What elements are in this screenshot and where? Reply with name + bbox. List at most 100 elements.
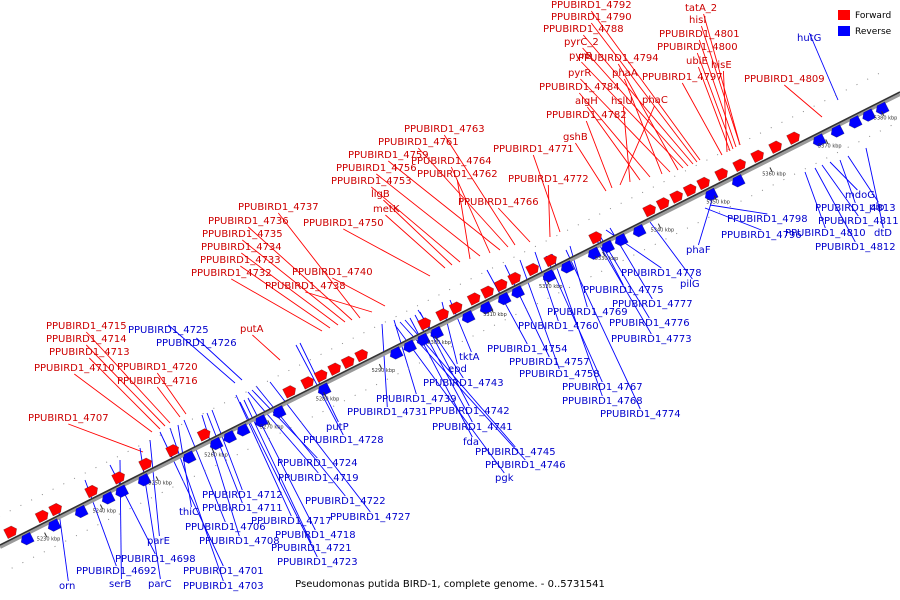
reverse-gene-label: PPUBIRD1_4706	[185, 522, 266, 533]
reverse-gene-label: serB	[109, 579, 131, 590]
scale-tick-label: 5240 kbp	[93, 509, 117, 515]
forward-gene-arrow	[750, 149, 764, 164]
reverse-gene-label: PPUBIRD1_4776	[609, 318, 690, 329]
forward-gene-leader-line	[240, 265, 331, 329]
scale-tick-mark	[602, 251, 606, 257]
reverse-gene-leader-line	[195, 337, 243, 381]
reverse-gene-label: PPUBIRD1_4769	[547, 307, 628, 318]
forward-gene-arrow	[493, 278, 508, 293]
reverse-gene-arrow	[812, 133, 827, 147]
forward-gene-label: PPUBIRD1_4756	[336, 163, 417, 174]
forward-gene-arrow	[682, 183, 697, 198]
reverse-gene-label: PPUBIRD1_4798	[727, 214, 808, 225]
reverse-gene-label: pilG	[680, 279, 700, 290]
forward-gene-label: PPUBIRD1_4762	[417, 169, 498, 180]
forward-gene-leader-line	[703, 13, 741, 146]
scale-tick-label: 5230 kbp	[37, 537, 61, 543]
forward-gene-label: PPUBIRD1_4771	[493, 144, 574, 155]
reverse-gene-arrow	[830, 124, 845, 138]
forward-gene-leader-line	[722, 70, 728, 153]
forward-gene-leader-line	[247, 226, 353, 321]
forward-gene-label: PPUBIRD1_4738	[265, 281, 346, 292]
forward-gene-label: PPUBIRD1_4792	[551, 0, 632, 11]
forward-gene-label: gshB	[563, 132, 588, 143]
scale-tick-label: 5360 kbp	[762, 172, 786, 178]
legend-forward-swatch	[838, 10, 850, 20]
reverse-gene-leader-line	[519, 259, 560, 370]
reverse-gene-arrow	[497, 291, 512, 306]
forward-gene-label: phaC	[642, 95, 668, 106]
scale-tick-label: 5280 kbp	[316, 396, 340, 402]
reverse-gene-arrow	[731, 174, 746, 188]
reverse-gene-arrow	[862, 108, 877, 122]
forward-gene-label: PPUBIRD1_4800	[657, 42, 738, 53]
forward-gene-label: phaA	[612, 68, 638, 79]
scale-tick-mark	[825, 139, 829, 145]
forward-gene-arrow	[3, 525, 17, 540]
scale-tick-label: 5300 kbp	[427, 340, 451, 346]
legend-reverse-swatch	[838, 26, 850, 36]
forward-gene-leader-line	[585, 120, 613, 189]
forward-gene-leader-line	[547, 184, 551, 238]
scale-tick-label: 5290 kbp	[372, 368, 396, 374]
scale-tick-label: 5370 kbp	[818, 143, 842, 149]
reverse-gene-leader-line	[168, 324, 236, 384]
forward-gene-leader-line	[68, 423, 144, 453]
backbone-shadow	[0, 92, 900, 549]
forward-gene-arrow	[435, 308, 449, 322]
forward-gene-leader-line	[622, 106, 631, 183]
forward-gene-leader-line	[590, 10, 701, 161]
forward-gene-arrow	[588, 231, 602, 245]
reverse-gene-leader-line	[709, 204, 768, 215]
scale-tick-mark	[657, 223, 662, 229]
reverse-gene-leader-line	[829, 161, 858, 191]
reverse-gene-label: thiC	[179, 507, 199, 518]
reverse-gene-arrow	[511, 285, 526, 299]
forward-gene-label: PPUBIRD1_4715	[46, 321, 127, 332]
scale-tick-label: 5330 kbp	[595, 256, 619, 262]
reverse-gene-label: PPUBIRD1_4777	[612, 299, 693, 310]
reverse-gene-leader-line	[697, 199, 713, 246]
reverse-gene-leader-line	[595, 232, 624, 286]
reverse-gene-label: PPUBIRD1_4758	[519, 369, 600, 380]
forward-gene-leader-line	[578, 92, 651, 178]
forward-gene-leader-line	[700, 25, 741, 146]
forward-gene-label: ligB	[371, 189, 390, 200]
forward-gene-label: PPUBIRD1_4784	[539, 82, 620, 93]
reverse-gene-label: PPUBIRD1_4703	[183, 581, 264, 592]
forward-gene-leader-line	[417, 147, 509, 248]
forward-gene-arrow	[165, 444, 179, 458]
reverse-gene-leader-line	[149, 439, 160, 537]
forward-gene-label: PPUBIRD1_4733	[200, 255, 281, 266]
reverse-gene-label: epd	[448, 364, 467, 375]
forward-gene-arrow	[354, 348, 368, 363]
reverse-gene-leader-line	[206, 412, 243, 504]
forward-gene-leader-line	[587, 106, 641, 181]
reverse-gene-arrow	[479, 300, 494, 315]
reverse-gene-label: PPUBIRD1_4698	[115, 554, 196, 565]
reverse-guide-dots	[11, 120, 900, 569]
forward-gene-leader-line	[305, 291, 373, 313]
forward-gene-arrow	[448, 301, 463, 315]
scale-tick-label: 5320 kbp	[539, 284, 563, 290]
reverse-gene-label: PPUBIRD1_4760	[518, 321, 599, 332]
reverse-gene-label: pgk	[495, 473, 514, 484]
reverse-gene-arrow	[587, 246, 602, 260]
scale-tick-mark	[99, 504, 104, 510]
reverse-gene-leader-line	[299, 342, 339, 423]
forward-gene-label: hslU	[611, 96, 633, 107]
forward-gene-leader-line	[242, 239, 346, 323]
reverse-gene-label: PPUBIRD1_4757	[509, 357, 590, 368]
forward-gene-arrow	[507, 271, 521, 286]
forward-gene-leader-line	[456, 179, 471, 260]
forward-gene-leader-line	[85, 331, 171, 424]
forward-gene-arrow	[655, 197, 670, 211]
reverse-gene-label: PPUBIRD1_4778	[621, 268, 702, 279]
scale-tick-mark	[211, 448, 215, 454]
forward-gene-arrow	[480, 285, 494, 299]
reverse-gene-arrow	[254, 414, 269, 428]
forward-gene-label: PPUBIRD1_4713	[49, 347, 130, 358]
reverse-gene-label: orn	[59, 581, 75, 592]
reverse-gene-label: PPUBIRD1_4725	[128, 325, 209, 336]
